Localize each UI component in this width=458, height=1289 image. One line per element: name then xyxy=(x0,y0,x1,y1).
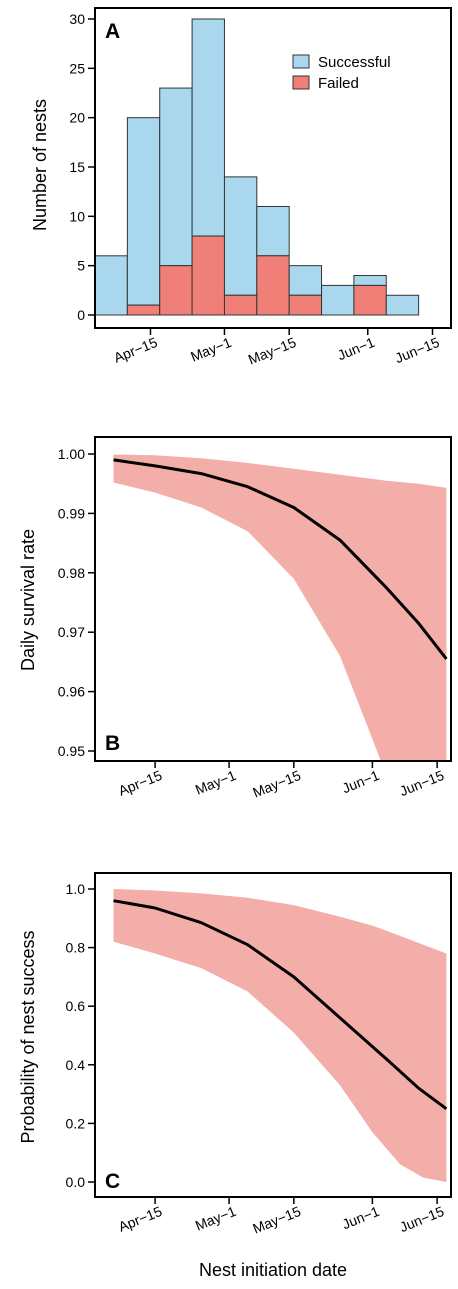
x-tick-label: Jun−1 xyxy=(340,1203,382,1232)
panel-c-clip xyxy=(113,889,448,1182)
panel-b-letter: B xyxy=(105,732,120,755)
x-tick-label: Jun−15 xyxy=(397,767,446,799)
y-tick-label: 0.6 xyxy=(66,998,86,1014)
x-tick-label: May−1 xyxy=(193,767,239,798)
x-tick-label: Jun−1 xyxy=(335,334,377,363)
y-tick-label: 5 xyxy=(77,258,85,274)
y-tick-label: 0.2 xyxy=(66,1115,86,1131)
y-tick-label: 0.99 xyxy=(58,505,85,521)
panel-c-plot xyxy=(113,889,448,1182)
panel-b-frame xyxy=(94,436,452,762)
panel-c-y-ticks: 0.0 0.2 0.4 0.6 0.8 1.0 xyxy=(66,881,95,1190)
legend-swatch-successful xyxy=(292,54,310,69)
y-tick-label: 0.0 xyxy=(66,1174,86,1190)
panel-c-letter: C xyxy=(105,1170,120,1193)
y-tick-label: 1.0 xyxy=(66,881,86,897)
confidence-band xyxy=(113,889,447,1182)
fitted-line xyxy=(113,899,448,1111)
panel-c-y-axis-label: Probability of nest success xyxy=(18,930,38,1143)
x-tick-label: Jun−15 xyxy=(397,1203,446,1235)
legend-swatch-failed xyxy=(292,75,310,90)
panel-a-letter: A xyxy=(105,20,120,43)
y-tick-label: 0.95 xyxy=(58,743,85,759)
confidence-band xyxy=(113,454,447,761)
x-tick-label: May−1 xyxy=(193,1203,239,1234)
panel-c-frame xyxy=(94,872,452,1198)
panel-a-bars xyxy=(94,18,420,316)
panel-c-x-ticks: Apr−15 May−1 May−15 Jun−1 Jun−15 xyxy=(116,1197,446,1237)
panel-b-y-ticks: 0.95 0.96 0.97 0.98 0.99 1.00 xyxy=(58,446,95,759)
panel-a-frame xyxy=(94,7,452,329)
y-tick-label: 30 xyxy=(69,11,85,27)
panel-b-x-ticks: Apr−15 May−1 May−15 Jun−1 Jun−15 xyxy=(116,761,446,801)
x-tick-label: Jun−1 xyxy=(340,767,382,796)
figure-x-axis-label: Nest initiation date xyxy=(199,1260,347,1280)
bar-failed xyxy=(353,284,387,316)
bar-failed xyxy=(256,255,290,316)
panel-a-legend: Successful Failed xyxy=(292,54,391,92)
y-tick-label: 0.96 xyxy=(58,684,85,700)
bar-successful xyxy=(159,87,193,267)
y-tick-label: 0.8 xyxy=(66,940,86,956)
panel-c: 0.0 0.2 0.4 0.6 0.8 1.0 Apr−15 May−1 May−15 Jun−… xyxy=(18,872,452,1237)
panel-a-x-ticks: Apr−15 May−1 May−15 Jun−1 Jun−15 xyxy=(111,328,442,368)
y-tick-label: 15 xyxy=(69,159,85,175)
bar-successful xyxy=(385,294,420,316)
bar-successful xyxy=(353,275,387,286)
bar-successful xyxy=(256,205,290,257)
panel-b: 0.95 0.96 0.97 0.98 0.99 1.00 Apr−15 May−1 May−… xyxy=(18,436,452,801)
panel-b-y-axis-label: Daily survival rate xyxy=(18,529,38,671)
panel-a-y-ticks: 0 5 10 15 20 25 30 xyxy=(69,11,95,323)
bar-successful xyxy=(191,18,225,237)
y-tick-label: 0.98 xyxy=(58,565,85,581)
panel-b-clip xyxy=(113,454,448,761)
bar-failed xyxy=(288,294,323,316)
x-tick-label: Jun−15 xyxy=(393,334,442,366)
fitted-line xyxy=(113,458,448,660)
y-tick-label: 0.4 xyxy=(66,1057,86,1073)
bar-successful xyxy=(126,117,161,306)
bar-failed xyxy=(191,235,225,316)
y-tick-label: 1.00 xyxy=(58,446,85,462)
panel-a-y-axis-label: Number of nests xyxy=(30,99,50,231)
x-tick-label: May−15 xyxy=(250,1203,303,1237)
legend-label-failed: Failed xyxy=(318,75,359,92)
x-tick-label: Apr−15 xyxy=(116,1203,164,1235)
x-tick-label: May−1 xyxy=(188,334,234,365)
y-tick-label: 20 xyxy=(69,110,85,126)
bar-successful xyxy=(223,176,258,296)
y-tick-label: 25 xyxy=(69,60,85,76)
bar-failed xyxy=(159,265,193,316)
bar-successful xyxy=(94,255,128,316)
y-tick-label: 0 xyxy=(77,307,85,323)
y-tick-label: 0.97 xyxy=(58,624,85,640)
bar-failed xyxy=(126,304,161,316)
legend-label-successful: Successful xyxy=(318,54,391,71)
x-tick-label: May−15 xyxy=(250,767,303,801)
bar-successful xyxy=(321,284,355,316)
panel-b-plot xyxy=(113,454,448,761)
x-tick-label: Apr−15 xyxy=(116,767,164,799)
panel-a: 0 5 10 15 20 25 30 Apr−15 May−1 May−15 Jun−1 Jun−1… xyxy=(30,7,452,368)
bar-failed xyxy=(223,294,258,316)
bar-successful xyxy=(288,265,323,296)
x-tick-label: Apr−15 xyxy=(111,334,159,366)
x-tick-label: May−15 xyxy=(246,334,299,368)
y-tick-label: 10 xyxy=(69,208,85,224)
